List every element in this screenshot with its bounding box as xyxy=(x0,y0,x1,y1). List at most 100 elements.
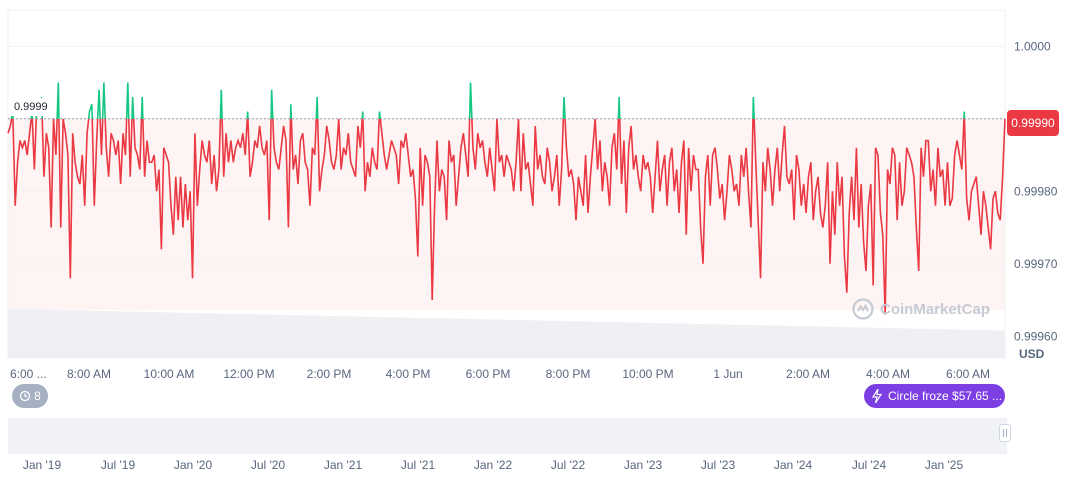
volume-bar xyxy=(950,329,956,358)
volume-bar xyxy=(327,315,333,358)
volume-bar xyxy=(685,323,692,358)
volume-bar xyxy=(406,317,413,358)
event-badge[interactable]: Circle froze $57.65 ... xyxy=(864,384,1005,408)
navigator-axis: Jan '19 Jul '19 Jan '20 Jul '20 Jan '21 Jul '… xyxy=(23,458,964,472)
volume-bar xyxy=(436,318,442,358)
volume-bar xyxy=(710,324,717,358)
volume-bar xyxy=(840,327,846,358)
volume-bar xyxy=(626,322,632,358)
history-button[interactable]: 8 xyxy=(12,384,48,408)
volume-bar xyxy=(267,314,273,358)
volume-bar xyxy=(825,326,831,358)
volume-bar xyxy=(366,316,373,358)
volume-bar xyxy=(631,322,637,358)
volume-bar xyxy=(227,313,233,358)
x-tick-label: 2:00 PM xyxy=(307,367,352,381)
volume-bar xyxy=(411,317,418,358)
volume-bar xyxy=(47,309,54,358)
volume-bar xyxy=(546,320,552,358)
volume-bar xyxy=(471,319,477,358)
volume-bar xyxy=(416,317,423,358)
volume-bar xyxy=(980,330,986,358)
volume-bar xyxy=(77,310,84,358)
volume-bar xyxy=(925,328,931,358)
volume-bar xyxy=(745,324,752,358)
volume-bar xyxy=(137,311,143,358)
volume-bar xyxy=(167,312,173,358)
volume-bar xyxy=(132,311,138,358)
volume-bar xyxy=(147,312,153,358)
volume-bar xyxy=(346,316,353,358)
volume-bar xyxy=(501,319,507,358)
volume-bar xyxy=(606,321,612,358)
volume-bar xyxy=(57,310,64,358)
volume-bar xyxy=(401,317,408,358)
volume-bar xyxy=(117,311,123,358)
volume-bar xyxy=(122,311,128,358)
volume-bar xyxy=(391,317,398,358)
volume-bar xyxy=(386,317,393,358)
volume-bar xyxy=(257,314,263,358)
volume-bar xyxy=(920,328,926,358)
volume-bar xyxy=(865,327,871,358)
x-tick-label: 6:00 ... xyxy=(10,367,47,381)
volume-bar xyxy=(277,314,283,358)
volume-bar xyxy=(431,318,438,358)
volume-bar xyxy=(790,325,796,358)
volume-bar xyxy=(381,317,388,358)
volume-bar xyxy=(297,315,303,358)
volume-bar xyxy=(910,328,916,358)
volume-bar xyxy=(1000,330,1006,358)
volume-bar xyxy=(591,321,597,358)
volume-bar xyxy=(37,309,44,358)
volume-bar xyxy=(12,309,19,358)
volume-bar xyxy=(162,312,168,358)
volume-bar xyxy=(845,327,851,358)
volume-bar xyxy=(561,320,567,358)
x-axis: 6:00 ... 8:00 AM 10:00 AM 12:00 PM 2:00 PM 4:… xyxy=(10,367,990,381)
volume-bar xyxy=(396,317,403,358)
volume-bar xyxy=(112,311,118,358)
volume-bar xyxy=(371,316,378,358)
volume-bar xyxy=(641,322,647,358)
navigator-track[interactable] xyxy=(8,418,1007,454)
volume-bar xyxy=(935,329,941,358)
volume-bar xyxy=(466,318,472,358)
volume-bar xyxy=(596,321,602,358)
volume-bar xyxy=(317,315,323,358)
volume-bar xyxy=(661,323,667,358)
navigator-tick-label: Jul '24 xyxy=(852,458,887,472)
volume-bar xyxy=(212,313,218,358)
volume-bar xyxy=(955,329,961,358)
volume-bar xyxy=(526,320,532,358)
volume-bar xyxy=(142,311,148,358)
volume-bar xyxy=(192,312,198,358)
volume-bar xyxy=(990,330,996,358)
x-tick-label: 4:00 PM xyxy=(386,367,431,381)
volume-bar xyxy=(152,312,158,358)
volume-bar xyxy=(725,324,732,358)
volume-bar xyxy=(511,319,517,358)
navigator-tick-label: Jan '21 xyxy=(324,458,363,472)
volume-bar xyxy=(780,325,786,358)
volume-bar xyxy=(760,325,767,358)
navigator-handle[interactable] xyxy=(999,424,1011,442)
volume-bar xyxy=(750,325,757,358)
navigator-tick-label: Jul '22 xyxy=(551,458,586,472)
volume-bar xyxy=(870,327,876,358)
volume-bar xyxy=(905,328,911,358)
volume-bar xyxy=(795,326,801,358)
volume-bar xyxy=(945,329,951,358)
y-tick-label: 0.99970 xyxy=(1014,257,1058,271)
volume-bar xyxy=(42,309,49,358)
volume-bar xyxy=(177,312,183,358)
volume-bar xyxy=(27,309,34,358)
volume-bar xyxy=(486,319,492,358)
volume-bar xyxy=(87,310,94,358)
volume-bar xyxy=(556,320,562,358)
volume-bar xyxy=(481,319,487,358)
navigator-tick-label: Jul '23 xyxy=(701,458,736,472)
volume-bar xyxy=(217,313,223,358)
y-tick-label: 0.99980 xyxy=(1014,184,1058,198)
